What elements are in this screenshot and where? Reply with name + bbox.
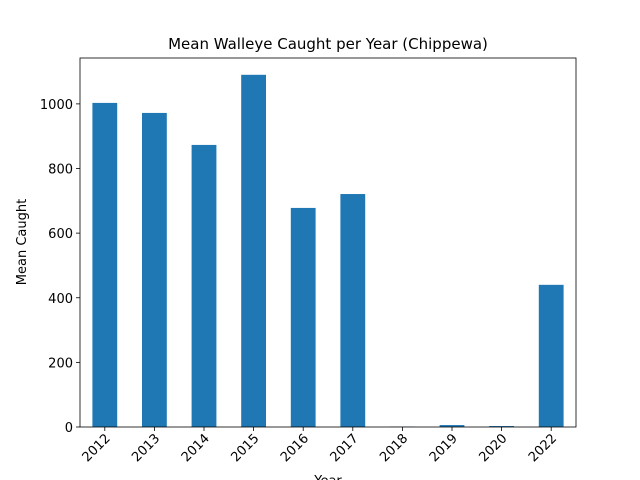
x-tick-label: 2022 — [526, 431, 560, 465]
bar — [538, 284, 564, 427]
chart-title: Mean Walleye Caught per Year (Chippewa) — [168, 35, 488, 53]
plot-frame — [79, 57, 577, 428]
x-tick-label: 2012 — [80, 431, 114, 465]
y-tick-label: 0 — [65, 421, 73, 436]
y-axis-label: Mean Caught — [15, 199, 30, 285]
y-tick-label: 200 — [48, 356, 73, 371]
bar — [191, 144, 217, 427]
bar — [142, 112, 167, 428]
bar — [290, 207, 316, 427]
y-tick-label: 1000 — [40, 98, 73, 113]
y-tick-label: 600 — [48, 227, 73, 242]
y-tick-label: 400 — [48, 292, 73, 307]
x-tick-label: 2015 — [228, 431, 262, 465]
bar — [340, 194, 366, 427]
bar — [241, 74, 266, 428]
x-tick-label: 2017 — [328, 431, 362, 465]
x-tick-label: 2018 — [377, 431, 411, 465]
bar — [489, 426, 514, 427]
x-tick-label: 2016 — [278, 431, 312, 465]
x-axis-label: Year — [313, 474, 342, 480]
x-tick-label: 2019 — [427, 431, 461, 465]
x-tick-label: 2013 — [129, 431, 163, 465]
bar — [439, 425, 465, 427]
y-tick-label: 800 — [48, 163, 73, 178]
x-tick-label: 2014 — [179, 431, 213, 465]
bar — [92, 102, 118, 428]
x-tick-label: 2020 — [476, 431, 510, 465]
